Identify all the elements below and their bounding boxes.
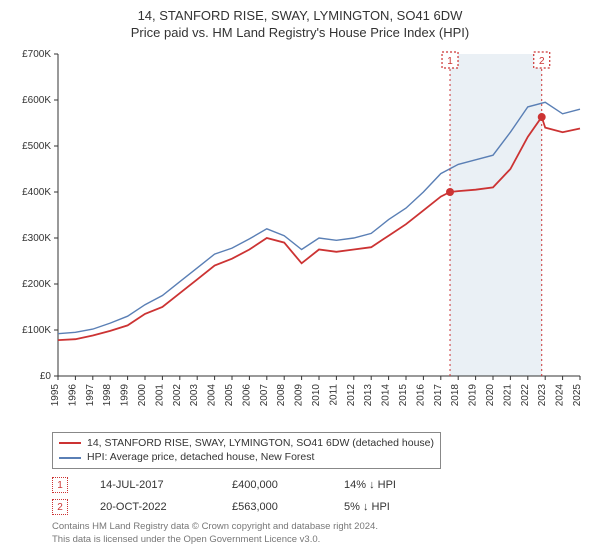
sale-row: 1 14-JUL-2017 £400,000 14% ↓ HPI [52, 477, 588, 493]
chart-container: 14, STANFORD RISE, SWAY, LYMINGTON, SO41… [0, 0, 600, 560]
svg-text:£0: £0 [40, 371, 52, 382]
legend-label-hpi: HPI: Average price, detached house, New … [87, 450, 314, 465]
svg-text:£600K: £600K [22, 95, 51, 106]
sale-price: £400,000 [232, 479, 312, 491]
svg-text:2000: 2000 [137, 383, 148, 406]
svg-text:2013: 2013 [363, 383, 374, 406]
svg-text:2008: 2008 [276, 383, 287, 406]
legend-swatch-hpi [59, 457, 81, 459]
sale-price: £563,000 [232, 501, 312, 513]
svg-text:1999: 1999 [120, 383, 131, 406]
svg-text:2012: 2012 [346, 383, 357, 406]
svg-text:1996: 1996 [67, 383, 78, 406]
svg-text:2014: 2014 [381, 383, 392, 406]
svg-text:2004: 2004 [207, 383, 218, 406]
sale-marker-icon: 1 [52, 477, 68, 493]
svg-text:2025: 2025 [572, 383, 583, 406]
svg-text:£500K: £500K [22, 141, 51, 152]
chart-plot-area: £0 £100K £200K £300K £400K £500K £600K £700K 199… [12, 46, 588, 426]
sale-hpi-delta: 5% ↓ HPI [344, 501, 424, 513]
svg-text:2019: 2019 [468, 383, 479, 406]
sale-hpi-delta: 14% ↓ HPI [344, 479, 424, 491]
footer-line1: Contains HM Land Registry data © Crown c… [52, 521, 588, 533]
svg-text:2009: 2009 [294, 383, 305, 406]
svg-text:2002: 2002 [172, 383, 183, 406]
svg-text:2021: 2021 [502, 383, 513, 406]
sales-table: 1 14-JUL-2017 £400,000 14% ↓ HPI 2 20-OC… [52, 477, 588, 515]
svg-text:£300K: £300K [22, 233, 51, 244]
svg-text:2024: 2024 [555, 383, 566, 406]
svg-text:1998: 1998 [102, 383, 113, 406]
svg-text:2005: 2005 [224, 383, 235, 406]
svg-text:£700K: £700K [22, 49, 51, 60]
svg-text:2001: 2001 [154, 383, 165, 406]
svg-text:2006: 2006 [241, 383, 252, 406]
svg-text:2003: 2003 [189, 383, 200, 406]
sale-date: 14-JUL-2017 [100, 479, 200, 491]
subtitle: Price paid vs. HM Land Registry's House … [12, 25, 588, 42]
svg-text:2023: 2023 [537, 383, 548, 406]
svg-text:1997: 1997 [85, 383, 96, 406]
svg-text:1: 1 [447, 56, 453, 67]
svg-text:2015: 2015 [398, 383, 409, 406]
svg-text:2020: 2020 [485, 383, 496, 406]
svg-text:2007: 2007 [259, 383, 270, 406]
svg-text:£400K: £400K [22, 187, 51, 198]
legend: 14, STANFORD RISE, SWAY, LYMINGTON, SO41… [52, 432, 441, 469]
svg-text:1995: 1995 [50, 383, 61, 406]
svg-text:£200K: £200K [22, 279, 51, 290]
chart-title-block: 14, STANFORD RISE, SWAY, LYMINGTON, SO41… [12, 8, 588, 42]
svg-text:2017: 2017 [433, 383, 444, 406]
svg-text:2010: 2010 [311, 383, 322, 406]
address-title: 14, STANFORD RISE, SWAY, LYMINGTON, SO41… [12, 8, 588, 25]
svg-text:£100K: £100K [22, 325, 51, 336]
legend-item-hpi: HPI: Average price, detached house, New … [59, 450, 434, 465]
sale-marker-icon: 2 [52, 499, 68, 515]
svg-text:2016: 2016 [415, 383, 426, 406]
svg-text:2018: 2018 [450, 383, 461, 406]
legend-item-property: 14, STANFORD RISE, SWAY, LYMINGTON, SO41… [59, 436, 434, 451]
legend-label-property: 14, STANFORD RISE, SWAY, LYMINGTON, SO41… [87, 436, 434, 451]
svg-text:2022: 2022 [520, 383, 531, 406]
legend-swatch-property [59, 442, 81, 444]
footer-attribution: Contains HM Land Registry data © Crown c… [52, 521, 588, 546]
svg-text:2: 2 [539, 56, 545, 67]
line-chart-svg: £0 £100K £200K £300K £400K £500K £600K £700K 199… [12, 46, 588, 426]
sale-date: 20-OCT-2022 [100, 501, 200, 513]
svg-text:2011: 2011 [328, 383, 339, 405]
sale-row: 2 20-OCT-2022 £563,000 5% ↓ HPI [52, 499, 588, 515]
footer-line2: This data is licensed under the Open Gov… [52, 534, 588, 546]
